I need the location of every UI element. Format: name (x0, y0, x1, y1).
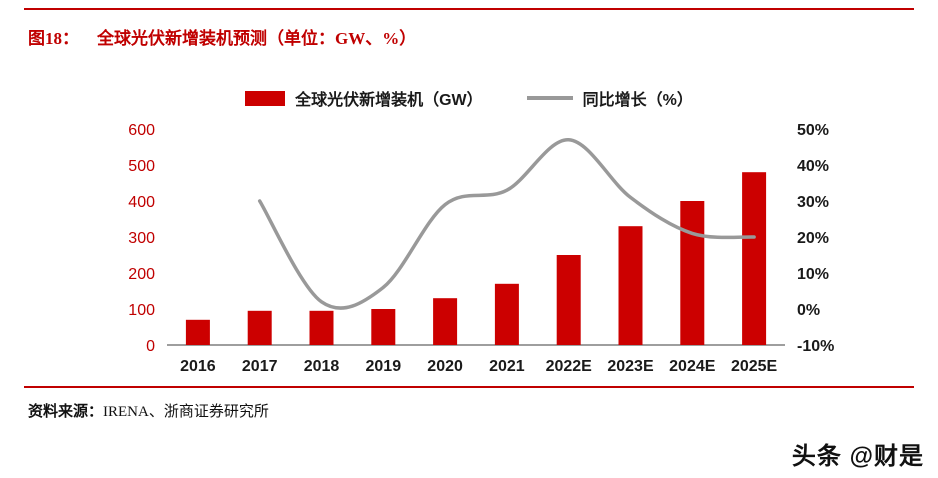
bar-2019 (371, 309, 396, 345)
x-axis-label: 2018 (304, 358, 340, 375)
left-axis-tick: 0 (146, 338, 155, 355)
line-series-label: 同比增长（%） (582, 92, 693, 109)
chart: 0 100 200 300 400 500 600 -10% 0% 10% 20% 30% 40% 50%… (85, 115, 875, 385)
left-axis-tick: 100 (128, 302, 155, 319)
figure-title-text: 全球光伏新增装机预测（单位：GW、%） (97, 29, 417, 48)
right-axis-tick: 40% (797, 158, 829, 175)
chart-svg: 0 100 200 300 400 500 600 -10% 0% 10% 20% 30% 40% 50%… (128, 122, 834, 375)
bar-2016 (185, 319, 210, 345)
chart-legend: 全球光伏新增装机（GW） 同比增长（%） (0, 86, 938, 110)
right-axis-tick: 20% (797, 230, 829, 247)
left-axis-tick: 300 (128, 230, 155, 247)
source-row: 资料来源：IRENA、浙商证券研究所 (28, 400, 269, 421)
bar-2021 (494, 283, 519, 345)
left-axis-tick: 600 (128, 122, 155, 139)
source-label: 资料来源： (28, 404, 104, 420)
right-axis-tick: 30% (797, 194, 829, 211)
left-axis-tick: 400 (128, 194, 155, 211)
bar-2023E (618, 226, 643, 345)
legend-item-installed-capacity: 全球光伏新增装机（GW） (245, 86, 483, 110)
bar-2025E (742, 172, 767, 345)
bar-series-swatch (245, 90, 286, 106)
x-axis-label: 2021 (489, 358, 525, 375)
figure-title: 图18： 全球光伏新增装机预测（单位：GW、%） (28, 24, 416, 49)
x-axis-label: 2023E (607, 358, 654, 375)
top-red-rule (24, 8, 914, 10)
watermark: 头条 @财是 (791, 443, 924, 470)
right-axis-tick: 50% (797, 122, 829, 139)
bar-2024E (680, 201, 705, 345)
bar-series-label: 全球光伏新增装机（GW） (295, 92, 483, 109)
x-axis-label: 2019 (366, 358, 402, 375)
bar-2022E (556, 255, 581, 345)
line-series-swatch (526, 96, 573, 100)
bar-2020 (433, 298, 458, 345)
x-axis-label: 2025E (731, 358, 778, 375)
right-axis-tick: 0% (797, 302, 820, 319)
x-axis-label: 2016 (180, 358, 216, 375)
x-axis-label: 2020 (427, 358, 463, 375)
figure-number: 图18： (28, 29, 79, 48)
left-axis-tick: 500 (128, 158, 155, 175)
left-axis-tick: 200 (128, 266, 155, 283)
source-divider-rule (24, 386, 914, 388)
source-text: IRENA、浙商证券研究所 (103, 404, 269, 420)
x-axis-label: 2024E (669, 358, 716, 375)
right-axis-tick: 10% (797, 266, 829, 283)
bar-2018 (309, 310, 334, 345)
right-axis-tick: -10% (797, 338, 834, 355)
growth-line (257, 138, 756, 310)
x-axis-label: 2017 (242, 358, 278, 375)
x-axis-label: 2022E (546, 358, 593, 375)
legend-item-yoy-growth: 同比增长（%） (526, 86, 693, 110)
bar-2017 (247, 310, 272, 345)
